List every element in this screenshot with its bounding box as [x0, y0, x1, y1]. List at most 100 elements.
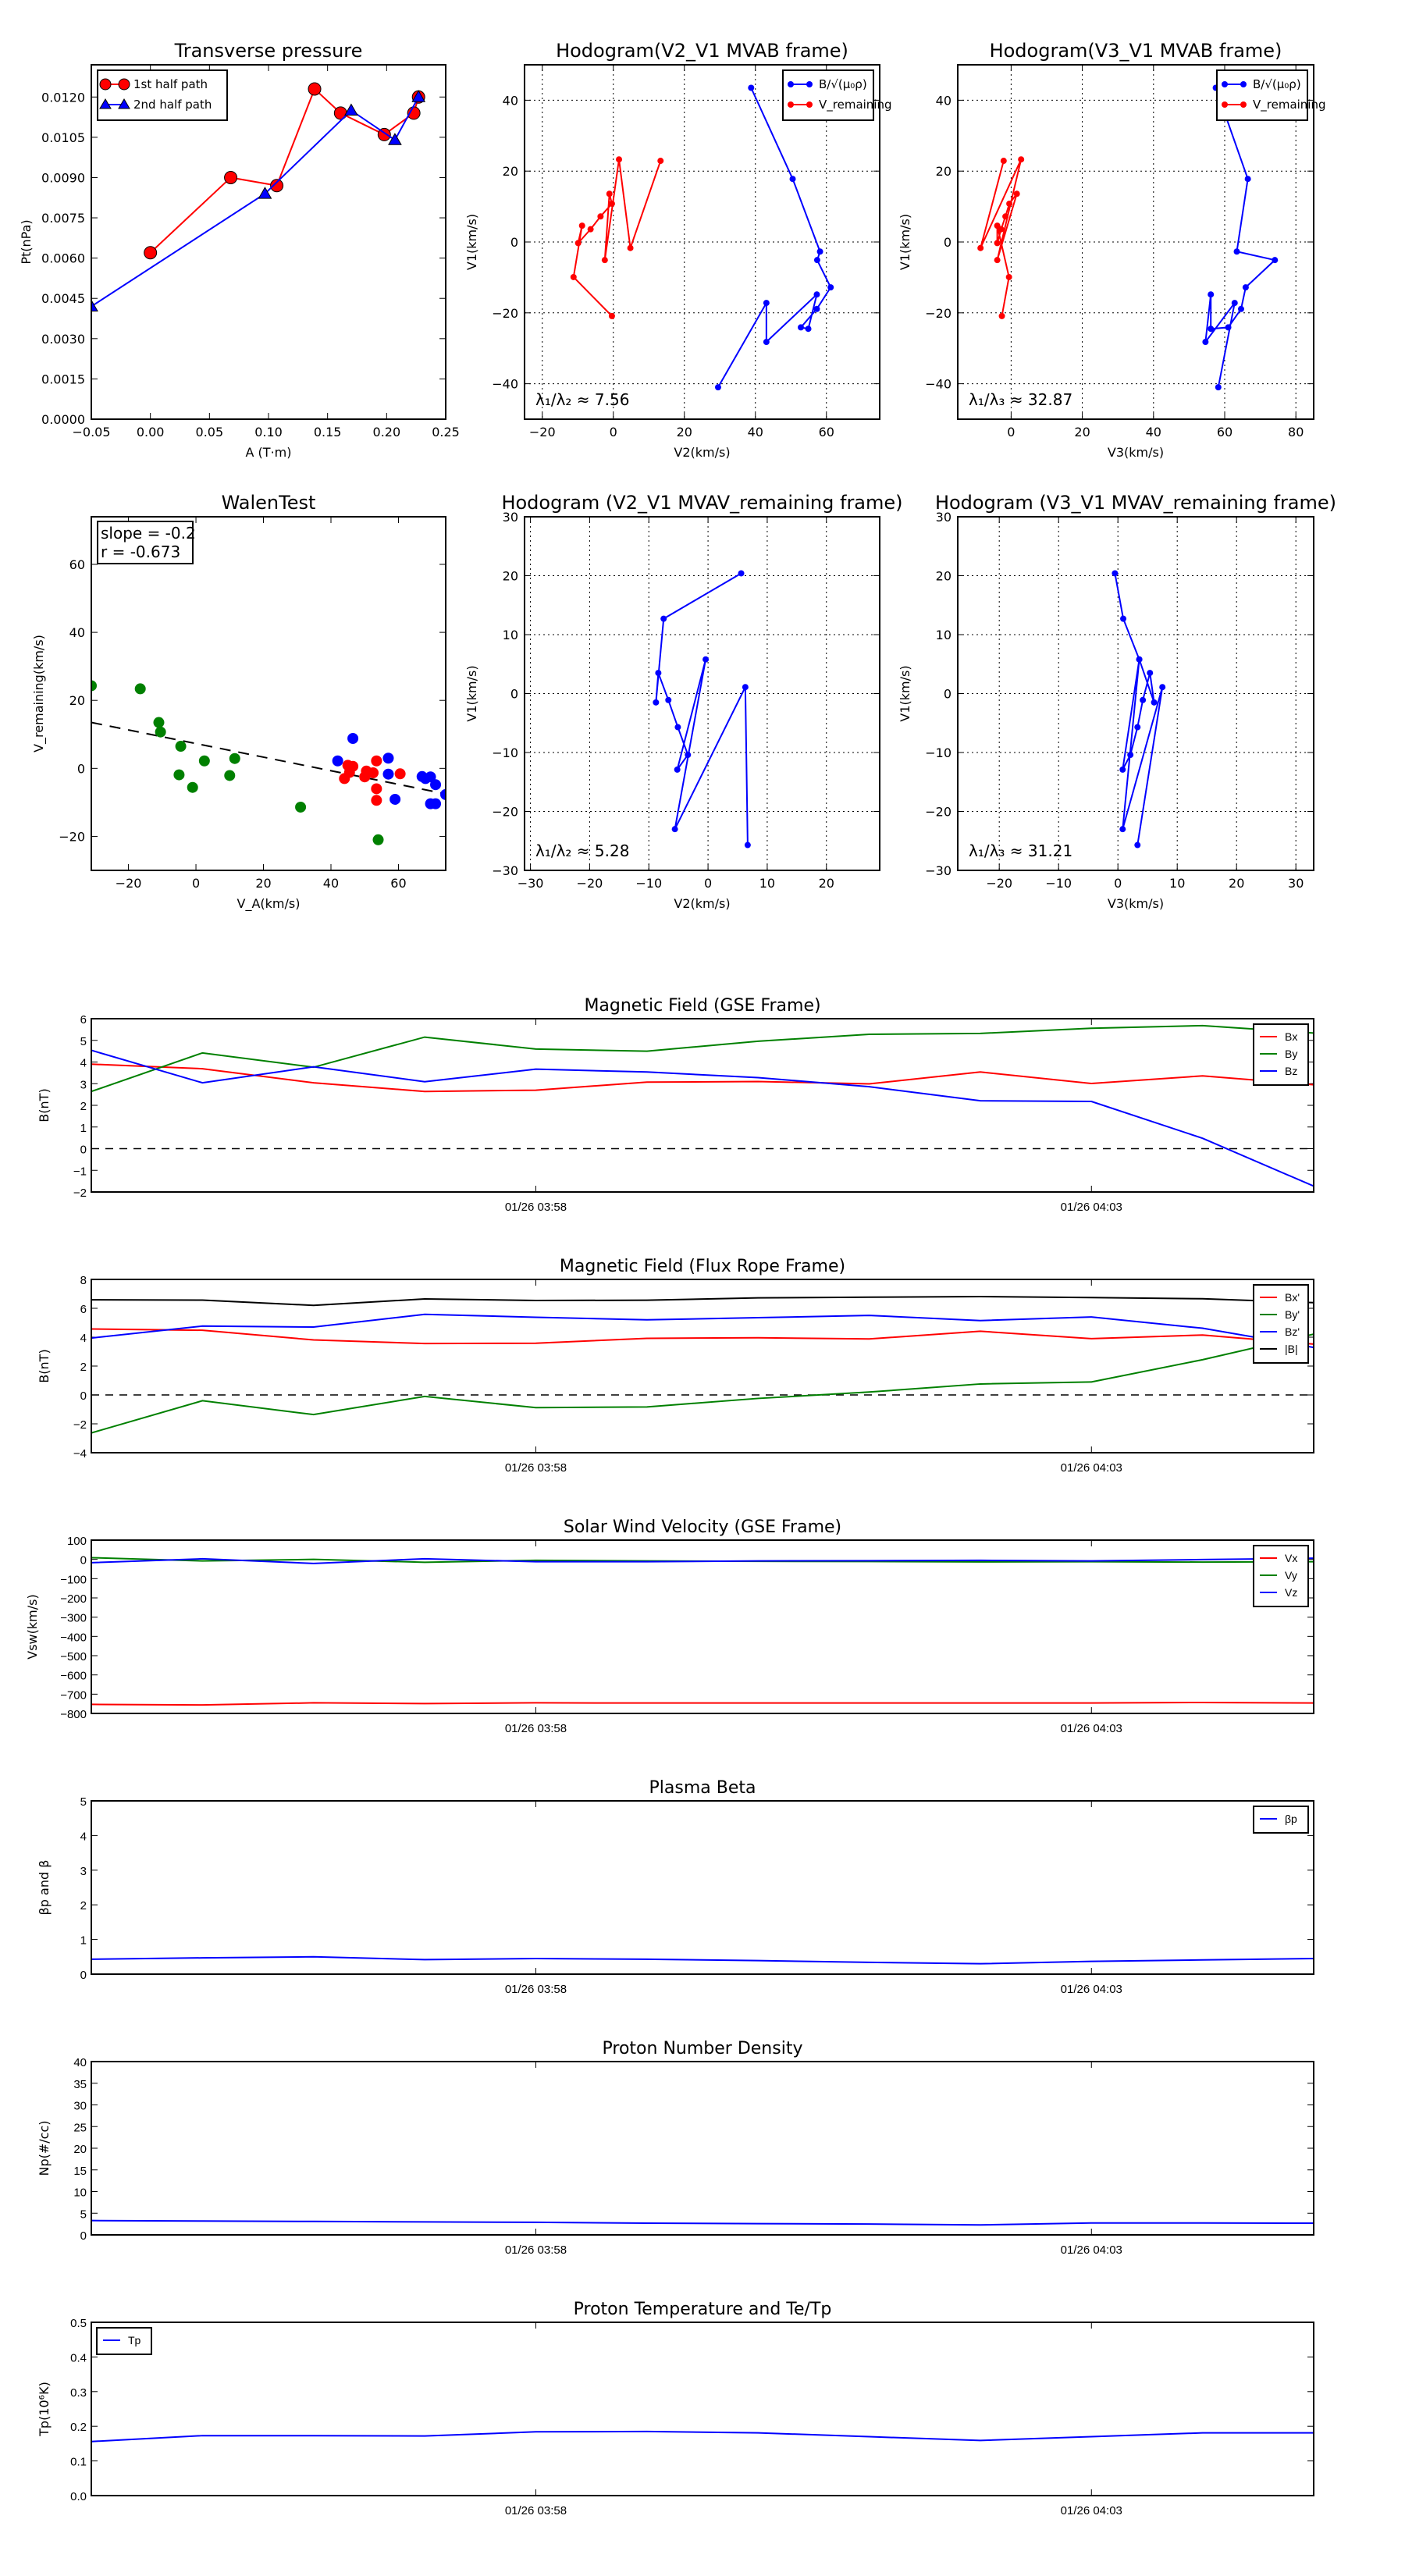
legend-marker: [788, 81, 794, 87]
x-tick-label: −30: [518, 876, 544, 891]
data-point: [1151, 699, 1158, 706]
eigenvalue-ratio-label: λ₁/λ₂ ≈ 7.56: [535, 390, 629, 409]
y-tick-label: 0: [944, 235, 951, 250]
legend-frame: [97, 69, 228, 121]
y-tick-label: 2: [80, 1100, 87, 1113]
series-line-vz: [91, 1557, 1314, 1564]
y-tick-label: 35: [73, 2078, 87, 2091]
y-tick-label: 3: [80, 1078, 87, 1091]
data-point: [332, 755, 343, 767]
series-2nd-half-path: [91, 90, 426, 312]
x-tick-label: 0.05: [196, 425, 224, 439]
y-tick-label: 25: [73, 2121, 87, 2134]
y-tick-label: 0.0105: [41, 130, 85, 145]
y-tick-label: 20: [73, 2143, 87, 2156]
y-tick-label: 0.1: [70, 2456, 87, 2469]
y-tick-label: 2: [80, 1899, 87, 1912]
eigenvalue-ratio-label: λ₁/λ₃ ≈ 32.87: [969, 390, 1072, 409]
y-axis-label: Np(#/cc): [37, 2121, 52, 2176]
x-axis-label: V3(km/s): [1108, 445, 1164, 460]
series-b-: [1112, 570, 1166, 849]
y-tick-label: −500: [60, 1650, 87, 1663]
data-point: [1134, 724, 1141, 731]
y-axis-label: V_remaining(km/s): [31, 635, 47, 753]
x-axis-label: V3(km/s): [1108, 896, 1164, 911]
y-tick-label: −10: [492, 745, 518, 760]
data-point: [1231, 300, 1238, 307]
data-point: [258, 187, 272, 199]
data-point: [813, 291, 820, 298]
series-line: [717, 87, 832, 388]
data-point: [674, 766, 681, 773]
chart-title: Transverse pressure: [174, 40, 363, 62]
y-axis-label: B(nT): [37, 1349, 52, 1382]
x-tick-label: 01/26 04:03: [1061, 2504, 1122, 2517]
chart-title: Hodogram(V2_V1 MVAB frame): [556, 40, 848, 62]
legend-label: Vz: [1285, 1586, 1297, 1599]
x-tick-label: 01/26 03:58: [505, 2243, 567, 2257]
y-tick-label: 4: [80, 1830, 87, 1843]
y-tick-label: 20: [936, 569, 951, 584]
y-tick-label: 0.0060: [41, 251, 85, 266]
data-point: [1208, 326, 1215, 333]
y-tick-label: 0.0075: [41, 211, 85, 226]
data-point: [1225, 324, 1232, 331]
data-point: [671, 826, 678, 833]
y-tick-label: 100: [67, 1535, 87, 1548]
y-tick-label: −4: [73, 1447, 87, 1461]
data-point: [1006, 200, 1013, 207]
chart-proton-number-density: Proton Number Density 0 5 10 15 20 25 30 35 40 01/…: [37, 2039, 1314, 2257]
y-axis-label: βp and β: [37, 1860, 52, 1916]
data-point: [1237, 305, 1244, 312]
y-tick-label: 20: [69, 693, 85, 708]
legend: 1st half path 2nd half path: [97, 69, 228, 121]
y-tick-label: 0: [80, 1389, 87, 1403]
data-point: [91, 680, 97, 692]
data-point: [153, 717, 165, 728]
legend: B/√(μ₀ρ) V_remaining: [1216, 69, 1326, 121]
x-tick-label: 10: [759, 876, 775, 891]
x-tick-label: 0: [1114, 876, 1122, 891]
data-point: [570, 273, 577, 280]
y-tick-label: 3: [80, 1865, 87, 1878]
data-point: [674, 724, 681, 731]
chart-title: Hodogram(V3_V1 MVAB frame): [990, 40, 1282, 62]
x-tick-label: 20: [255, 876, 271, 891]
data-point: [175, 741, 187, 753]
y-tick-label: 0.0090: [41, 170, 85, 185]
data-point: [425, 771, 436, 783]
x-axis-label: V2(km/s): [674, 896, 730, 911]
x-tick-label: 0.20: [373, 425, 401, 439]
y-axis-label: V1(km/s): [898, 214, 912, 270]
data-point: [797, 324, 804, 331]
data-point: [827, 284, 834, 291]
chart-title: Hodogram (V3_V1 MVAV_remaining frame): [935, 492, 1336, 514]
series-blue: [332, 732, 446, 809]
series-b-: [714, 84, 834, 391]
stats-box-frame: [97, 521, 194, 564]
data-point: [813, 257, 820, 264]
x-tick-label: 01/26 04:03: [1061, 1461, 1122, 1475]
legend-frame: [782, 69, 874, 121]
data-point: [587, 226, 594, 233]
chart-solar-wind-velocity: Solar Wind Velocity (GSE Frame) −800 −700 −…: [25, 1517, 1314, 1735]
legend-label: Bz: [1285, 1065, 1297, 1077]
series-v-remaining: [977, 156, 1025, 319]
data-point: [368, 767, 379, 778]
series-line-bx: [91, 1063, 1314, 1093]
series-line-p: [91, 1955, 1314, 1965]
plot-area: [91, 680, 446, 845]
data-point: [1272, 257, 1279, 264]
chart-hodogram-v3-v1-mvab: Hodogram(V3_V1 MVAB frame) 0 20 40 60 80 −40 −2…: [898, 40, 1326, 460]
axes-frame: [91, 1279, 1314, 1453]
data-point: [1244, 176, 1251, 183]
data-point: [816, 248, 823, 255]
legend-marker: [118, 98, 130, 109]
data-point: [229, 753, 240, 764]
stats-line: slope = -0.2: [101, 524, 196, 543]
x-tick-label: 01/26 03:58: [505, 1461, 567, 1475]
data-point: [295, 801, 307, 813]
x-tick-label: 0: [610, 425, 617, 439]
x-tick-label: 20: [819, 876, 834, 891]
eigenvalue-ratio-label: λ₁/λ₃ ≈ 31.21: [969, 841, 1072, 860]
